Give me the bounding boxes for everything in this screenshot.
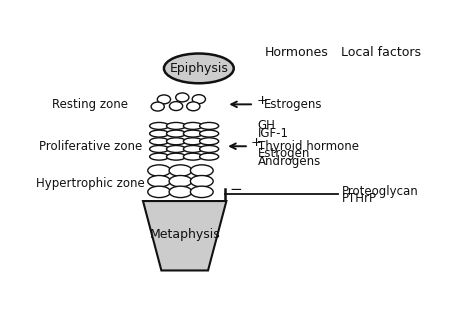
Ellipse shape <box>200 130 219 137</box>
Ellipse shape <box>200 122 219 129</box>
Ellipse shape <box>169 175 192 187</box>
Ellipse shape <box>150 153 169 160</box>
Text: Proliferative zone: Proliferative zone <box>39 140 142 153</box>
Ellipse shape <box>148 186 171 198</box>
Text: PTHrP: PTHrP <box>342 192 377 205</box>
Ellipse shape <box>166 138 186 145</box>
Text: +: + <box>251 136 262 149</box>
Ellipse shape <box>148 165 171 176</box>
Text: Thyroid hormone: Thyroid hormone <box>258 140 359 153</box>
Text: Epiphysis: Epiphysis <box>169 62 228 75</box>
Ellipse shape <box>164 53 234 83</box>
Circle shape <box>151 102 164 111</box>
Ellipse shape <box>148 175 171 187</box>
Ellipse shape <box>150 146 169 152</box>
Text: Estrogen: Estrogen <box>258 147 310 160</box>
Ellipse shape <box>191 186 213 198</box>
Ellipse shape <box>200 153 219 160</box>
Ellipse shape <box>169 186 192 198</box>
Ellipse shape <box>191 175 213 187</box>
Ellipse shape <box>200 146 219 152</box>
Text: Hormones: Hormones <box>264 46 328 59</box>
Text: GH: GH <box>258 119 275 132</box>
Ellipse shape <box>150 122 169 129</box>
Text: +: + <box>257 94 268 107</box>
Ellipse shape <box>183 138 202 145</box>
Circle shape <box>169 102 182 110</box>
Text: Resting zone: Resting zone <box>53 98 128 111</box>
Ellipse shape <box>200 138 219 145</box>
Ellipse shape <box>183 146 202 152</box>
Ellipse shape <box>183 122 202 129</box>
Text: Estrogens: Estrogens <box>264 98 323 111</box>
Ellipse shape <box>150 138 169 145</box>
Circle shape <box>176 93 189 102</box>
Circle shape <box>157 95 171 104</box>
Ellipse shape <box>183 153 202 160</box>
Text: Proteoglycan: Proteoglycan <box>342 185 419 198</box>
Text: Androgens: Androgens <box>258 155 321 168</box>
Polygon shape <box>143 201 227 270</box>
Ellipse shape <box>183 130 202 137</box>
Ellipse shape <box>166 122 186 129</box>
Ellipse shape <box>150 130 169 137</box>
Text: IGF-1: IGF-1 <box>258 127 289 140</box>
Text: Hypertrophic zone: Hypertrophic zone <box>36 177 145 190</box>
Circle shape <box>187 102 200 111</box>
Ellipse shape <box>169 165 192 176</box>
Ellipse shape <box>166 153 186 160</box>
Ellipse shape <box>166 146 186 152</box>
Text: −: − <box>229 182 242 197</box>
Text: Local factors: Local factors <box>341 46 421 59</box>
Ellipse shape <box>166 130 186 137</box>
Ellipse shape <box>191 165 213 176</box>
Circle shape <box>192 95 205 104</box>
Text: Metaphysis: Metaphysis <box>149 228 220 241</box>
